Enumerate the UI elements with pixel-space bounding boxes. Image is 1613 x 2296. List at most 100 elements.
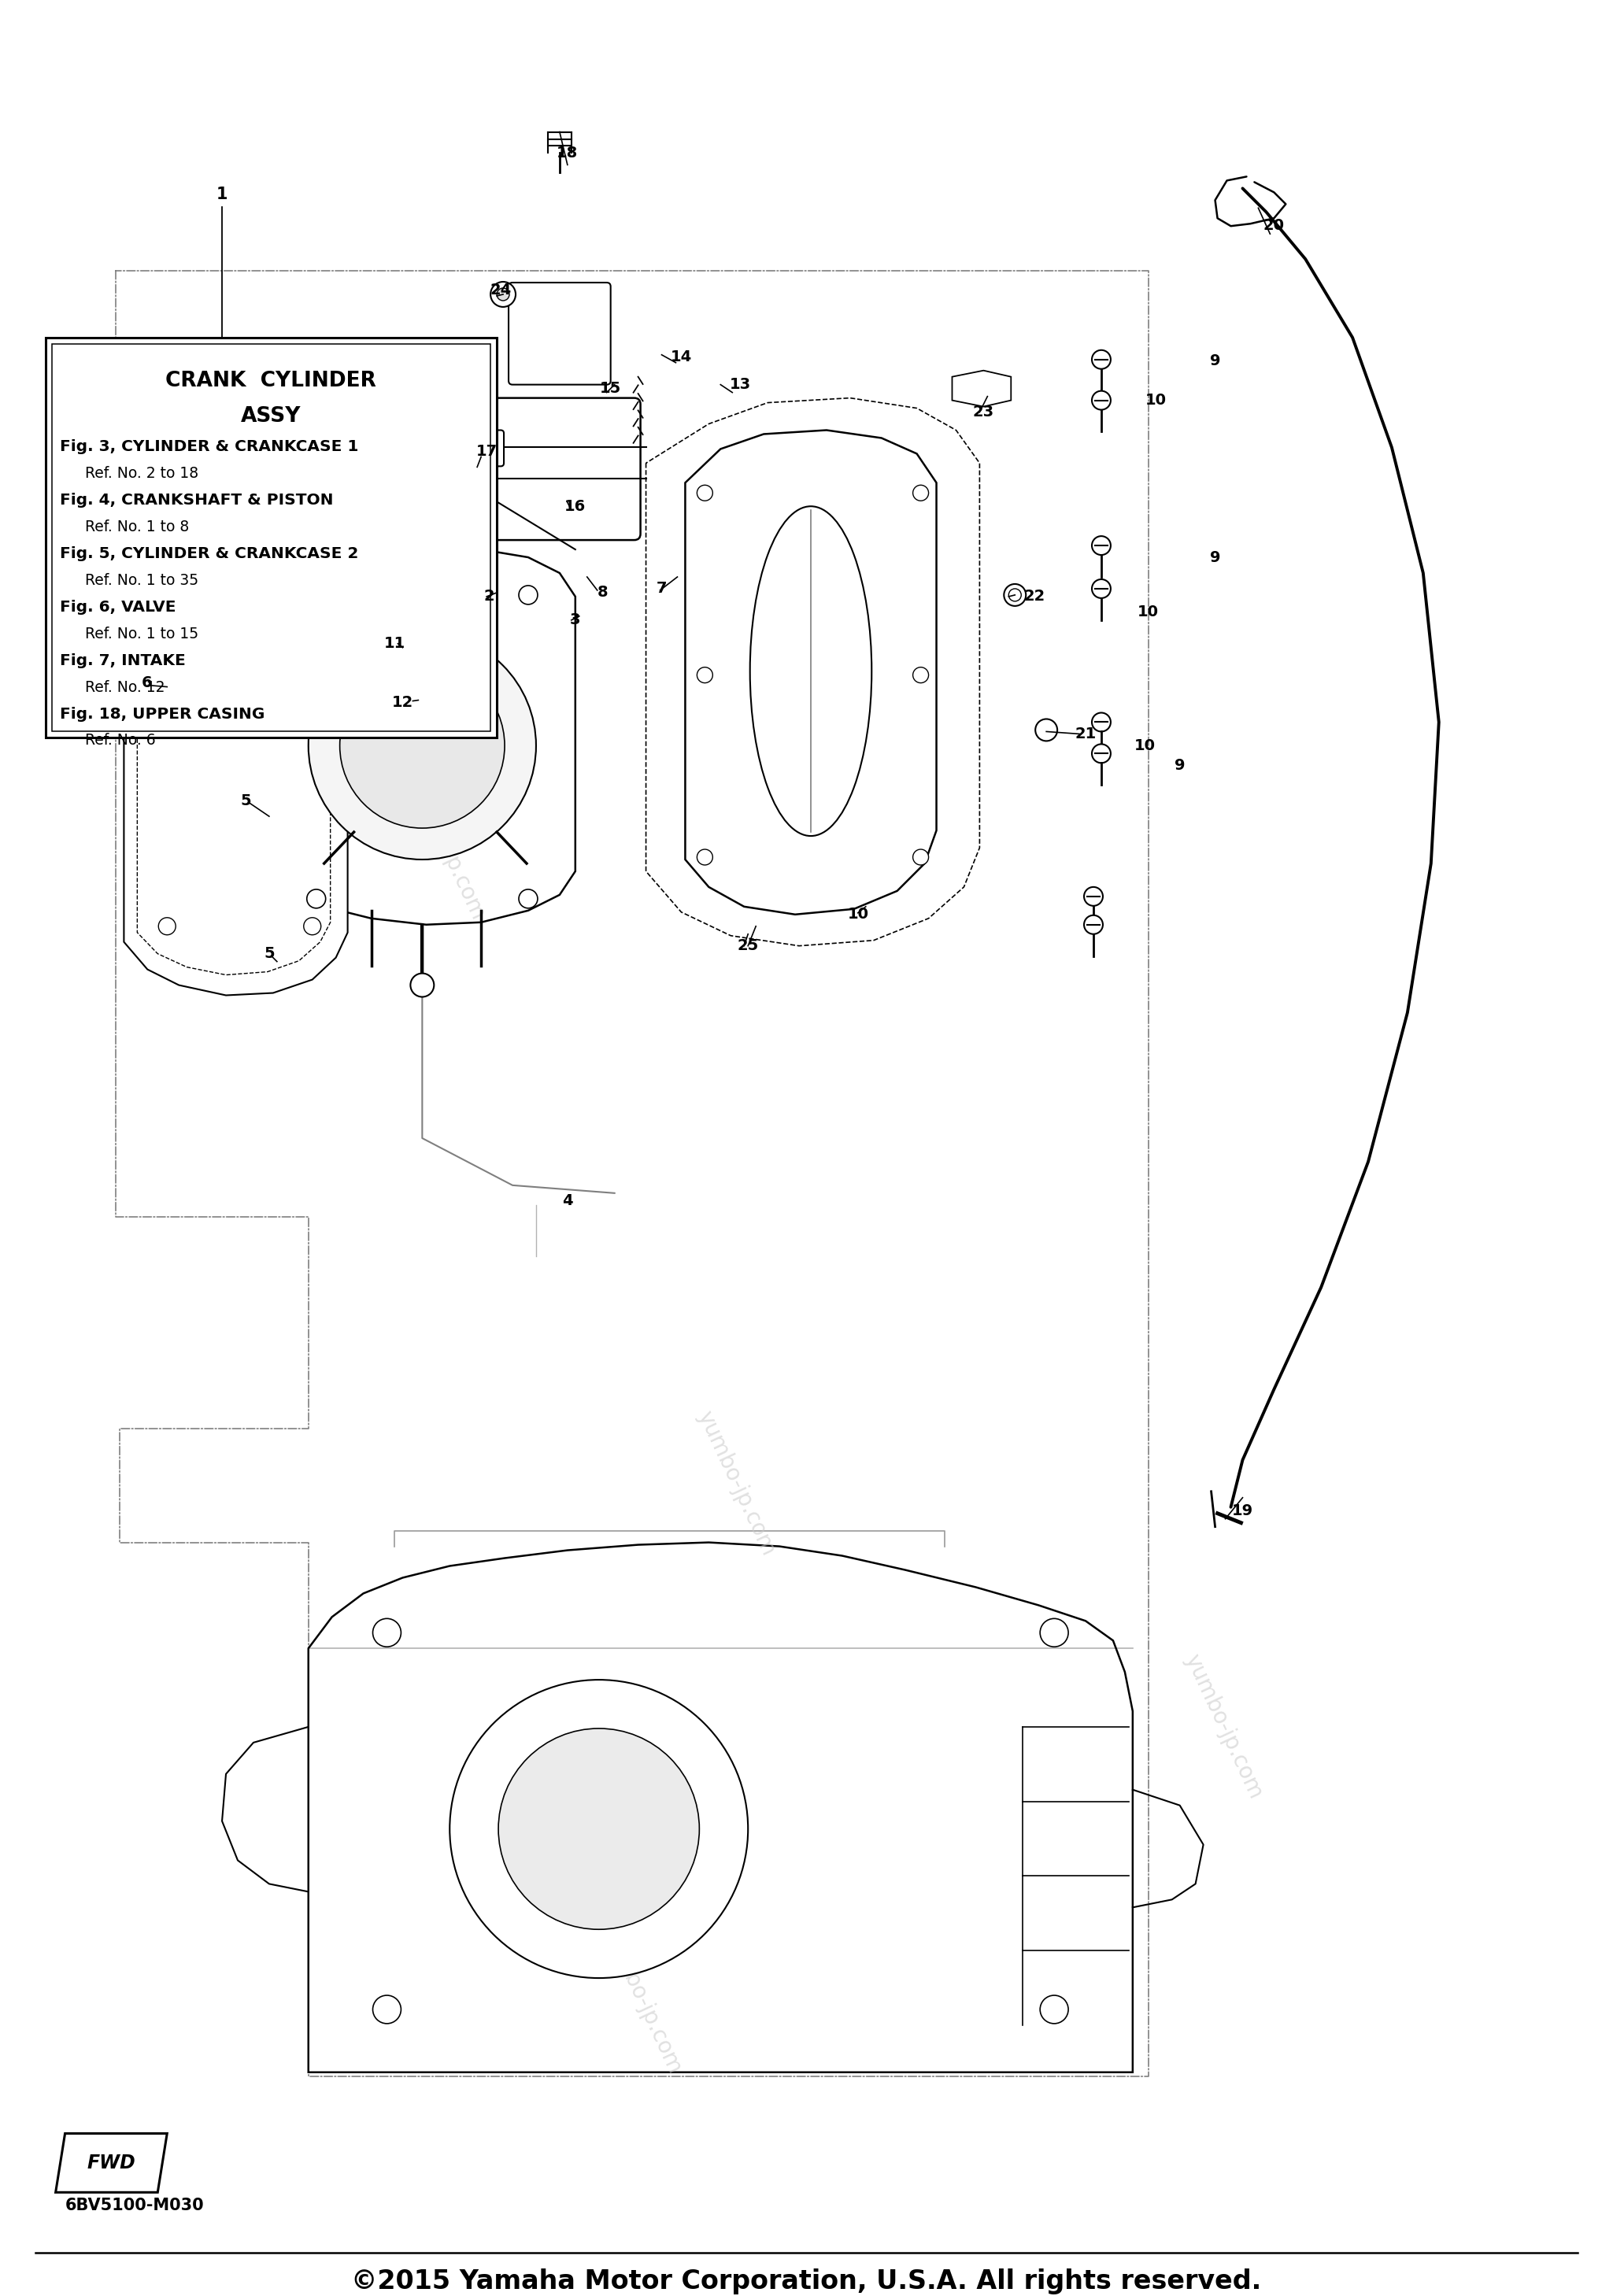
Text: 17: 17 bbox=[476, 443, 497, 459]
Text: yumbo-jp.com: yumbo-jp.com bbox=[77, 473, 163, 625]
Text: CRANK  CYLINDER: CRANK CYLINDER bbox=[166, 370, 376, 390]
Circle shape bbox=[373, 1619, 402, 1646]
Circle shape bbox=[1092, 744, 1111, 762]
Circle shape bbox=[158, 659, 176, 675]
Circle shape bbox=[1003, 583, 1026, 606]
Text: 6BV5100-M030: 6BV5100-M030 bbox=[65, 2197, 205, 2213]
Text: yumbo-jp.com: yumbo-jp.com bbox=[598, 1926, 686, 2078]
Polygon shape bbox=[952, 370, 1011, 406]
Polygon shape bbox=[686, 429, 937, 914]
Circle shape bbox=[1084, 916, 1103, 934]
Circle shape bbox=[403, 684, 434, 716]
Text: 4: 4 bbox=[561, 1194, 573, 1208]
Text: 8: 8 bbox=[597, 585, 608, 599]
Text: 23: 23 bbox=[973, 404, 994, 420]
Circle shape bbox=[410, 974, 434, 996]
Bar bbox=[45, 338, 497, 737]
Circle shape bbox=[373, 1995, 402, 2023]
Circle shape bbox=[490, 282, 516, 308]
Text: 9: 9 bbox=[1210, 354, 1221, 370]
Text: Fig. 5, CYLINDER & CRANKCASE 2: Fig. 5, CYLINDER & CRANKCASE 2 bbox=[60, 546, 358, 560]
Bar bbox=[52, 344, 490, 732]
Text: 24: 24 bbox=[490, 282, 511, 298]
Text: yumbo-jp.com: yumbo-jp.com bbox=[403, 771, 489, 923]
Text: 9: 9 bbox=[1174, 758, 1186, 774]
Text: Fig. 4, CRANKSHAFT & PISTON: Fig. 4, CRANKSHAFT & PISTON bbox=[60, 494, 334, 507]
Circle shape bbox=[1092, 349, 1111, 370]
FancyBboxPatch shape bbox=[365, 618, 413, 654]
Circle shape bbox=[697, 850, 713, 866]
Polygon shape bbox=[55, 2133, 168, 2193]
Polygon shape bbox=[269, 549, 576, 925]
Ellipse shape bbox=[750, 507, 871, 836]
Circle shape bbox=[697, 668, 713, 682]
Text: 11: 11 bbox=[384, 636, 405, 652]
Text: Ref. No. 1 to 35: Ref. No. 1 to 35 bbox=[84, 574, 198, 588]
Text: Fig. 7, INTAKE: Fig. 7, INTAKE bbox=[60, 652, 185, 668]
Circle shape bbox=[410, 693, 426, 707]
Circle shape bbox=[308, 631, 536, 859]
Text: Ref. No. 1 to 8: Ref. No. 1 to 8 bbox=[84, 519, 189, 535]
Circle shape bbox=[1008, 588, 1021, 602]
Text: 1: 1 bbox=[216, 186, 227, 202]
Text: 3: 3 bbox=[569, 613, 581, 627]
Text: 14: 14 bbox=[671, 349, 692, 365]
Text: ASSY: ASSY bbox=[240, 406, 302, 427]
Circle shape bbox=[303, 659, 321, 675]
Circle shape bbox=[1036, 719, 1058, 742]
FancyBboxPatch shape bbox=[479, 397, 640, 540]
Circle shape bbox=[498, 1729, 700, 1929]
Text: 5: 5 bbox=[240, 792, 252, 808]
Text: 10: 10 bbox=[1137, 604, 1160, 620]
Circle shape bbox=[303, 918, 321, 934]
FancyBboxPatch shape bbox=[508, 282, 611, 386]
Text: yumbo-jp.com: yumbo-jp.com bbox=[1179, 1651, 1266, 1802]
Circle shape bbox=[340, 664, 505, 829]
Text: 19: 19 bbox=[1232, 1504, 1253, 1518]
Circle shape bbox=[1092, 390, 1111, 409]
Text: ©2015 Yamaha Motor Corporation, U.S.A. All rights reserved.: ©2015 Yamaha Motor Corporation, U.S.A. A… bbox=[352, 2268, 1261, 2294]
Text: FWD: FWD bbox=[87, 2154, 135, 2172]
Text: Fig. 18, UPPER CASING: Fig. 18, UPPER CASING bbox=[60, 707, 265, 721]
Circle shape bbox=[1092, 712, 1111, 732]
Polygon shape bbox=[124, 588, 348, 994]
Circle shape bbox=[1092, 579, 1111, 599]
Circle shape bbox=[306, 585, 326, 604]
Text: 5: 5 bbox=[265, 946, 274, 962]
Circle shape bbox=[913, 484, 929, 501]
Text: 10: 10 bbox=[1145, 393, 1166, 409]
Text: 13: 13 bbox=[729, 377, 750, 393]
Circle shape bbox=[519, 585, 537, 604]
Text: 12: 12 bbox=[392, 696, 413, 709]
Text: 15: 15 bbox=[600, 381, 621, 395]
Polygon shape bbox=[308, 1543, 1132, 2073]
Circle shape bbox=[1040, 1619, 1068, 1646]
Circle shape bbox=[1084, 886, 1103, 907]
Text: 18: 18 bbox=[556, 145, 577, 161]
Text: Ref. No. 1 to 15: Ref. No. 1 to 15 bbox=[84, 627, 198, 641]
Text: 21: 21 bbox=[1074, 726, 1097, 742]
Circle shape bbox=[1040, 1995, 1068, 2023]
Text: Fig. 3, CYLINDER & CRANKCASE 1: Fig. 3, CYLINDER & CRANKCASE 1 bbox=[60, 439, 358, 455]
Text: Ref. No. 6: Ref. No. 6 bbox=[84, 732, 155, 748]
Text: 25: 25 bbox=[737, 939, 758, 953]
Circle shape bbox=[450, 1681, 748, 1979]
Circle shape bbox=[519, 889, 537, 909]
Text: 10: 10 bbox=[847, 907, 868, 923]
Circle shape bbox=[158, 918, 176, 934]
Text: 16: 16 bbox=[565, 498, 586, 514]
Circle shape bbox=[306, 889, 326, 909]
Text: 6: 6 bbox=[142, 675, 152, 691]
Text: Ref. No. 12: Ref. No. 12 bbox=[84, 680, 165, 696]
Circle shape bbox=[913, 668, 929, 682]
Text: 10: 10 bbox=[1134, 739, 1155, 753]
Text: 2: 2 bbox=[484, 590, 494, 604]
Text: Ref. No. 2 to 18: Ref. No. 2 to 18 bbox=[84, 466, 198, 482]
Text: yumbo-jp.com: yumbo-jp.com bbox=[694, 1407, 779, 1559]
Circle shape bbox=[697, 484, 713, 501]
Circle shape bbox=[497, 287, 510, 301]
Text: 20: 20 bbox=[1263, 218, 1284, 232]
Text: Fig. 6, VALVE: Fig. 6, VALVE bbox=[60, 599, 176, 615]
FancyBboxPatch shape bbox=[458, 429, 503, 466]
Circle shape bbox=[1092, 537, 1111, 556]
